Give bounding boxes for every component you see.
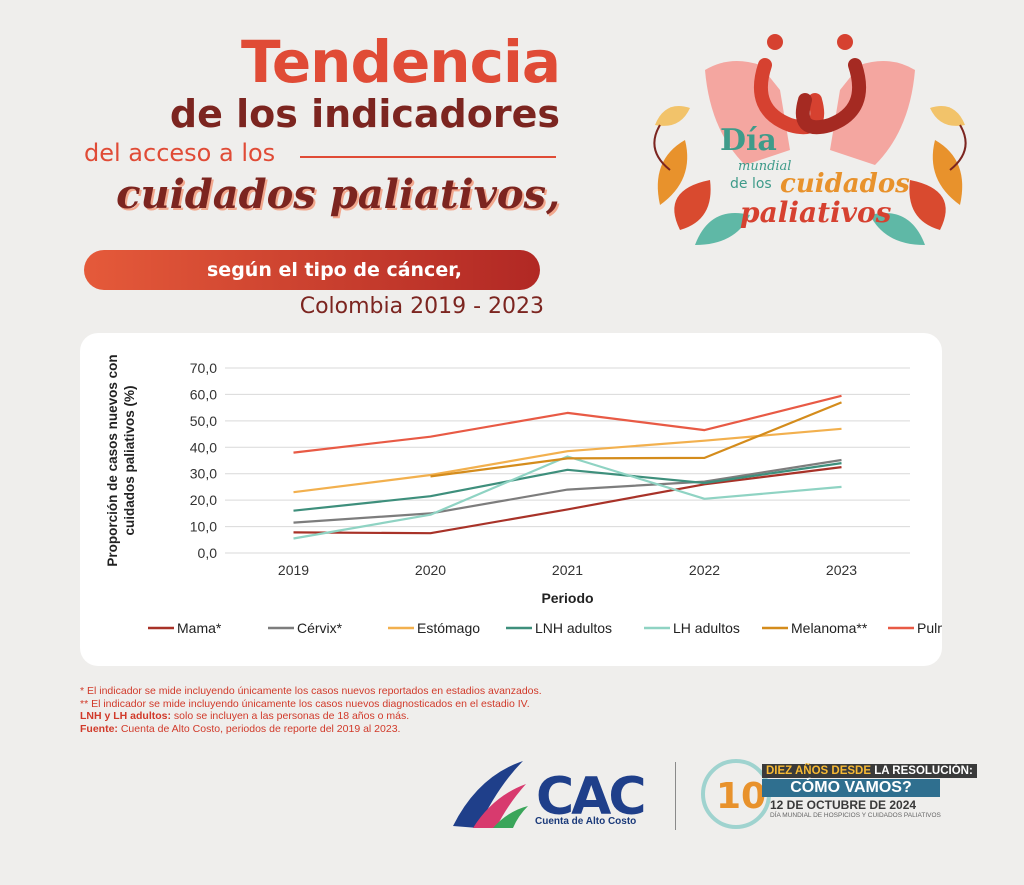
- hearts-chain-icon: [753, 34, 867, 135]
- legend-item: LNH adultos: [506, 620, 612, 636]
- x-tick-label: 2023: [826, 562, 857, 578]
- cac-swoosh-blue-icon: [453, 761, 523, 828]
- leaves-right-icon: [870, 106, 967, 245]
- series-line-mama-: [293, 466, 842, 535]
- dia-mundial-logo: Día mundial de los cuidados paliativos: [653, 34, 967, 245]
- y-tick-label: 30,0: [190, 466, 217, 482]
- logo-cuidados: cuidados: [780, 169, 910, 199]
- cac-swoosh-pink-icon: [473, 784, 526, 828]
- note-4-label: Fuente:: [80, 722, 118, 735]
- y-tick-label: 10,0: [190, 519, 217, 535]
- y-tick-label: 70,0: [190, 360, 217, 376]
- note-4: Fuente: Cuenta de Alto Costo, periodos d…: [80, 723, 680, 736]
- x-tick-label: 2020: [415, 562, 446, 578]
- note-2: ** El indicador se mide incluyendo única…: [80, 697, 530, 710]
- hand-right-icon: [830, 61, 915, 165]
- badge-line1-a: DIEZ AÑOS DESDE: [766, 765, 872, 777]
- chart-card: 0,0 10,0 20,0 30,0 40,0 50,0 60,0 70,0 2019 2020…: [80, 333, 942, 666]
- series-line-est-mago: [293, 427, 842, 494]
- legend-label: Estómago: [417, 620, 480, 636]
- x-tick-label: 2022: [689, 562, 720, 578]
- legend-item: Estómago: [388, 620, 480, 636]
- badge-line1: DIEZ AÑOS DESDE LA RESOLUCIÓN:: [762, 764, 977, 778]
- y-tick-label: 0,0: [198, 545, 218, 561]
- x-axis-label: Periodo: [541, 590, 593, 606]
- y-axis-label-line1: Proporción de casos nuevos con: [105, 354, 120, 566]
- note-3-label: LNH y LH adultos:: [80, 710, 171, 722]
- badge-number: 10: [716, 776, 766, 817]
- title-rule: [300, 156, 556, 158]
- subtitle-pill: según el tipo de cáncer,: [84, 250, 540, 290]
- series-line-melanoma-: [430, 401, 842, 478]
- series-line-c-rvix-: [293, 458, 842, 524]
- logo-mundial: mundial: [738, 159, 791, 174]
- legend-label: Cérvix*: [297, 620, 343, 636]
- legend-item: LH adultos: [644, 620, 740, 636]
- title-block: Tendencia de los indicadores del acceso …: [60, 28, 561, 220]
- title-line4: cuidados paliativos,: [116, 171, 560, 218]
- series-line-lnh-adultos: [293, 462, 842, 512]
- legend-item: Pulmón*: [888, 620, 942, 636]
- cac-wordmark: CAC: [536, 767, 644, 827]
- footer-divider: [675, 762, 676, 830]
- legend-item: Mama*: [148, 620, 222, 636]
- badge-line4: DÍA MUNDIAL DE HOSPICIOS Y CUIDADOS PALI…: [770, 812, 941, 819]
- footnotes: * El indicador se mide incluyendo únicam…: [80, 685, 680, 735]
- y-axis-label: Proporción de casos nuevos con cuidados p…: [105, 354, 137, 566]
- y-axis-label-line2: cuidados paliativos (%): [122, 385, 137, 535]
- series-line-pulm-n-: [293, 394, 842, 454]
- x-tick-label: 2021: [552, 562, 583, 578]
- title-line3: del acceso a los: [60, 136, 560, 170]
- title-line3-text: del acceso a los: [84, 139, 276, 167]
- logo-dia-word: Día: [720, 123, 777, 158]
- subtitle-region: Colombia 2019 - 2023: [299, 294, 544, 319]
- leaves-left-icon: [653, 106, 750, 245]
- badge-line2: CÓMO VAMOS?: [762, 779, 940, 797]
- badge-line1-b: LA RESOLUCIÓN:: [871, 765, 973, 777]
- note-3: LNH y LH adultos: solo se incluyen a las…: [80, 710, 680, 723]
- legend-label: LNH adultos: [535, 620, 612, 636]
- legend-label: Mama*: [177, 620, 222, 636]
- logo-paliativos: paliativos: [740, 196, 892, 229]
- note-3-text: solo se incluyen a las personas de 18 añ…: [171, 710, 410, 722]
- title-line2: de los indicadores: [169, 92, 560, 136]
- x-tick-label: 2019: [278, 562, 309, 578]
- y-tick-label: 20,0: [190, 492, 217, 508]
- cac-swoosh-green-icon: [493, 806, 528, 828]
- legend-item: Melanoma**: [762, 620, 868, 636]
- legend-label: LH adultos: [673, 620, 740, 636]
- y-tick-label: 60,0: [190, 386, 217, 402]
- y-tick-label: 40,0: [190, 439, 217, 455]
- cac-subtitle: Cuenta de Alto Costo: [535, 816, 637, 827]
- hand-left-icon: [705, 61, 790, 165]
- legend-label: Pulmón*: [917, 620, 942, 636]
- note-4-text: Cuenta de Alto Costo, periodos de report…: [117, 722, 401, 735]
- note-1: * El indicador se mide incluyendo únicam…: [80, 685, 542, 697]
- line-chart: 0,0 10,0 20,0 30,0 40,0 50,0 60,0 70,0 2019 2020…: [105, 354, 942, 636]
- title-main: Tendencia: [240, 28, 561, 96]
- logo-de-los: de los: [730, 176, 772, 192]
- badge-line3: 12 DE OCTUBRE DE 2024: [770, 798, 917, 812]
- legend-label: Melanoma**: [791, 620, 868, 636]
- y-tick-label: 50,0: [190, 413, 217, 429]
- cac-logo: CAC: [453, 761, 647, 828]
- legend-item: Cérvix*: [268, 620, 343, 636]
- series-line-lh-adultos: [293, 455, 842, 540]
